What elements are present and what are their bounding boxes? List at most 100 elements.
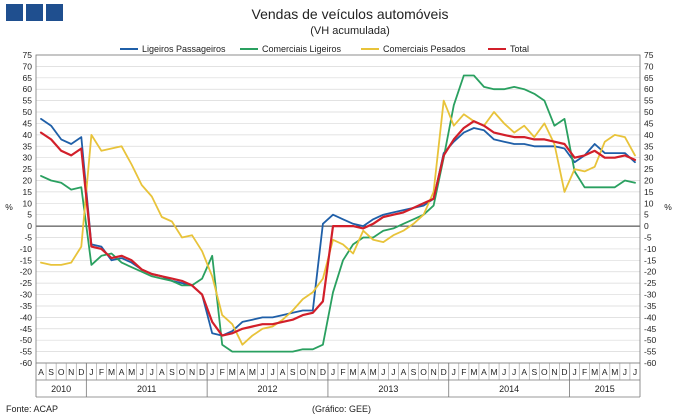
y-tick-label-right: -25: [644, 278, 657, 288]
year-label: 2011: [137, 384, 156, 394]
y-tick-label-right: -45: [644, 324, 657, 334]
y-tick-label-right: -15: [644, 255, 657, 265]
month-tick-label: J: [150, 367, 154, 377]
month-tick-label: F: [461, 367, 466, 377]
y-tick-label-left: 15: [23, 187, 33, 197]
month-tick-label: M: [249, 367, 256, 377]
month-tick-label: S: [48, 367, 54, 377]
y-tick-label-right: -30: [644, 290, 657, 300]
graphic-credit: (Gráfico: GEE): [312, 404, 371, 414]
y-tick-label-left: 70: [23, 61, 33, 71]
month-tick-label: F: [340, 367, 345, 377]
y-tick-label-right: 55: [644, 96, 654, 106]
y-tick-label-left: 20: [23, 175, 33, 185]
y-tick-label-left: 25: [23, 164, 33, 174]
y-tick-label-left: -25: [20, 278, 33, 288]
y-tick-label-left: 30: [23, 153, 33, 163]
month-tick-label: J: [270, 367, 274, 377]
three-square-logo-icon: [26, 4, 43, 21]
chart-title: Vendas de veículos automóveis: [252, 6, 449, 22]
month-tick-label: J: [633, 367, 637, 377]
month-tick-label: M: [108, 367, 115, 377]
y-tick-label-left: 5: [27, 210, 32, 220]
y-tick-label-left: -50: [20, 335, 33, 345]
month-tick-label: O: [299, 367, 306, 377]
y-tick-label-left: 0: [27, 221, 32, 231]
y-tick-label-left: -30: [20, 290, 33, 300]
month-tick-label: A: [119, 367, 125, 377]
month-tick-label: S: [531, 367, 537, 377]
y-tick-label-left: 40: [23, 130, 33, 140]
year-label: 2015: [595, 384, 615, 394]
month-tick-label: O: [58, 367, 65, 377]
year-label: 2013: [378, 384, 398, 394]
month-tick-label: J: [512, 367, 516, 377]
y-tick-label-right: 0: [644, 221, 649, 231]
y-tick-label-left: 75: [23, 50, 33, 60]
y-tick-label-left: -15: [20, 255, 33, 265]
month-tick-label: O: [541, 367, 548, 377]
month-tick-label: J: [331, 367, 335, 377]
y-tick-label-right: 5: [644, 210, 649, 220]
month-tick-label: A: [280, 367, 286, 377]
month-tick-label: J: [572, 367, 576, 377]
month-tick-label: M: [611, 367, 618, 377]
month-tick-label: M: [370, 367, 377, 377]
month-tick-label: N: [431, 367, 437, 377]
legend-label: Ligeiros Passageiros: [142, 44, 226, 54]
y-tick-label-left: -20: [20, 267, 33, 277]
y-tick-label-right: -10: [644, 244, 657, 254]
month-tick-label: J: [381, 367, 385, 377]
month-tick-label: D: [78, 367, 84, 377]
y-tick-label-right: 25: [644, 164, 654, 174]
month-tick-label: J: [260, 367, 264, 377]
y-tick-label-right: 70: [644, 61, 654, 71]
y-tick-label-left: 55: [23, 96, 33, 106]
series-line-comerciais-pesados: [40, 99, 636, 346]
y-tick-label-left: -55: [20, 347, 33, 357]
month-tick-label: A: [401, 367, 407, 377]
three-square-logo-icon: [46, 4, 63, 21]
y-tick-label-right: -40: [644, 312, 657, 322]
y-tick-label-left: 65: [23, 73, 33, 83]
month-tick-label: F: [99, 367, 104, 377]
month-tick-label: O: [420, 367, 427, 377]
y-tick-label-left: 60: [23, 84, 33, 94]
source-note: Fonte: ACAP: [6, 404, 58, 414]
y-axis-label-right: %: [664, 202, 672, 212]
y-axis-label-left: %: [5, 202, 13, 212]
month-tick-label: A: [481, 367, 487, 377]
month-tick-label: M: [591, 367, 598, 377]
month-tick-label: J: [210, 367, 214, 377]
month-tick-label: M: [229, 367, 236, 377]
y-tick-label-right: 65: [644, 73, 654, 83]
month-tick-label: J: [623, 367, 627, 377]
month-tick-label: A: [159, 367, 165, 377]
y-tick-label-left: -45: [20, 324, 33, 334]
month-tick-label: N: [551, 367, 557, 377]
chart-subtitle: (VH acumulada): [310, 25, 389, 37]
y-tick-label-right: 35: [644, 141, 654, 151]
month-tick-label: A: [602, 367, 608, 377]
month-tick-label: F: [582, 367, 587, 377]
y-tick-label-right: 15: [644, 187, 654, 197]
month-tick-label: N: [310, 367, 316, 377]
month-tick-label: D: [561, 367, 567, 377]
month-tick-label: J: [140, 367, 144, 377]
y-tick-label-left: -60: [20, 358, 33, 368]
month-tick-label: S: [169, 367, 175, 377]
month-tick-label: N: [189, 367, 195, 377]
month-tick-label: O: [179, 367, 186, 377]
month-tick-label: M: [128, 367, 135, 377]
year-label: 2014: [499, 384, 519, 394]
month-tick-label: F: [220, 367, 225, 377]
month-tick-label: J: [452, 367, 456, 377]
month-tick-label: S: [411, 367, 417, 377]
y-tick-label-right: 40: [644, 130, 654, 140]
month-tick-label: A: [360, 367, 366, 377]
month-tick-label: J: [391, 367, 395, 377]
month-tick-label: D: [441, 367, 447, 377]
y-tick-label-right: -55: [644, 347, 657, 357]
month-tick-label: A: [521, 367, 527, 377]
year-label: 2012: [258, 384, 278, 394]
